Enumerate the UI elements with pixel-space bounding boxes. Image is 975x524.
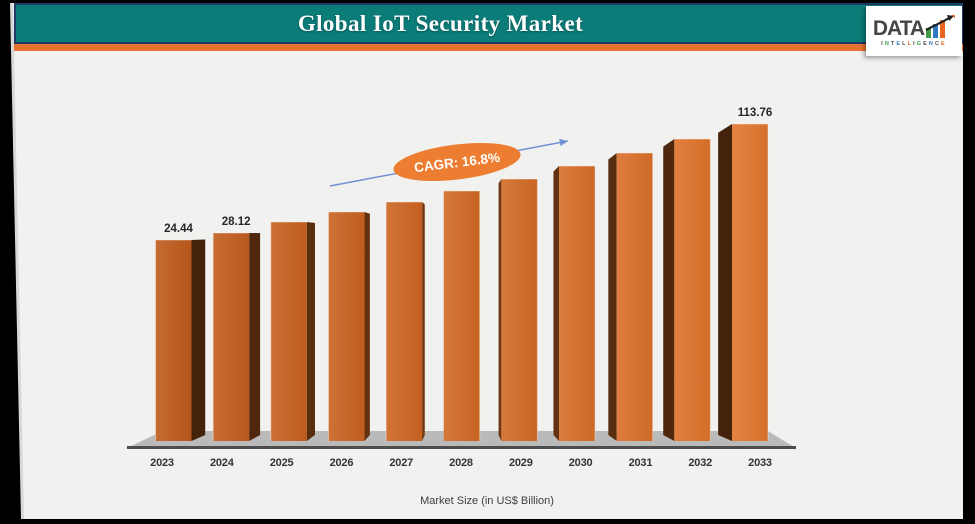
logo-bar-orange bbox=[940, 20, 946, 38]
header-banner: Global IoT Security Market bbox=[14, 3, 963, 44]
logo-row: DATA bbox=[872, 15, 956, 41]
logo-subtitle: INTELLIGENCE bbox=[881, 41, 947, 47]
logo-arrow bbox=[925, 17, 950, 31]
logo-bars-icon bbox=[925, 15, 956, 39]
logo-word: DATA bbox=[872, 17, 925, 41]
logo: DATA INTELLIGENCE bbox=[866, 6, 962, 56]
logo-arrowhead-icon bbox=[947, 15, 955, 21]
page-title: Global IoT Security Market bbox=[297, 10, 584, 36]
logo-accent-icon bbox=[951, 15, 956, 18]
logo-bar-green bbox=[926, 28, 932, 38]
logo-bar-blue bbox=[933, 24, 939, 38]
banner-underline bbox=[14, 44, 963, 51]
